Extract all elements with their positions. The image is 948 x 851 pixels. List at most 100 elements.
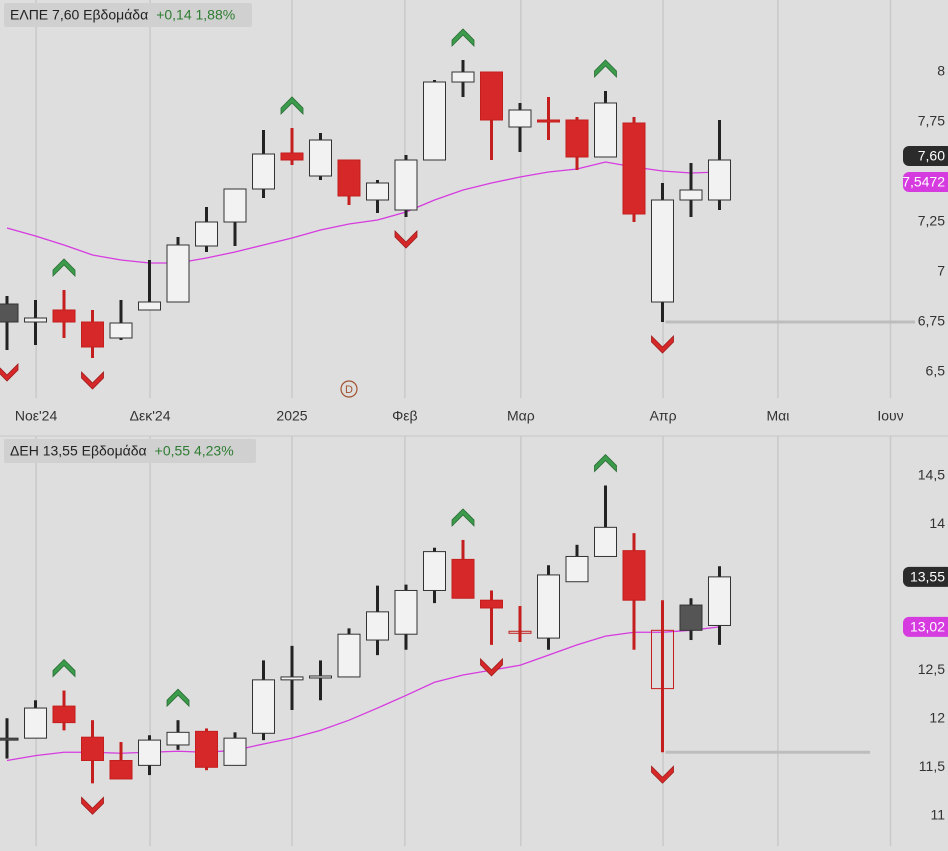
candle-body bbox=[109, 322, 133, 339]
candle-body bbox=[309, 675, 333, 679]
candle-body bbox=[366, 611, 390, 641]
y-tick-label: 12,5 bbox=[918, 661, 945, 677]
signal-down bbox=[81, 371, 104, 390]
header-bg bbox=[4, 3, 252, 27]
candle-body bbox=[423, 81, 447, 161]
y-tick-label: 14,5 bbox=[918, 467, 945, 483]
candle-body bbox=[423, 551, 447, 591]
candle-body bbox=[707, 159, 731, 201]
header-change: +0,14 1,88% bbox=[156, 7, 235, 23]
candle-body bbox=[0, 737, 19, 741]
candle-body bbox=[309, 139, 333, 177]
candle-body bbox=[650, 199, 674, 303]
candle-body bbox=[280, 676, 304, 681]
signal-down bbox=[0, 363, 19, 382]
x-tick-label: 2025 bbox=[276, 408, 307, 424]
candle-body bbox=[81, 321, 105, 348]
header-title: ΕΛΠΕ 7,60 Εβδομάδα bbox=[10, 7, 148, 23]
candle-body bbox=[679, 604, 703, 631]
event-marker bbox=[340, 380, 358, 398]
price-tag: 7,60 bbox=[918, 148, 945, 164]
moving-average bbox=[6, 626, 720, 762]
y-tick-label: 7 bbox=[937, 263, 945, 279]
candle-body bbox=[24, 707, 48, 739]
candle-body bbox=[337, 633, 361, 678]
candle-body bbox=[451, 558, 475, 599]
ma-tag-bg bbox=[903, 616, 948, 637]
candle-body bbox=[394, 159, 418, 211]
signal-down bbox=[394, 230, 418, 249]
candle-body bbox=[252, 679, 276, 734]
candle-body bbox=[166, 731, 190, 746]
y-tick-label: 12 bbox=[929, 709, 945, 725]
candle-body bbox=[679, 189, 703, 201]
x-tick-label: Απρ bbox=[650, 408, 677, 424]
candle-body bbox=[650, 629, 674, 690]
signal-up bbox=[451, 28, 475, 47]
price-tag: 13,55 bbox=[910, 569, 945, 585]
y-tick-label: 6,75 bbox=[918, 313, 945, 329]
price-tag-bg bbox=[903, 146, 948, 166]
candle-body bbox=[223, 737, 247, 766]
signal-down bbox=[651, 765, 674, 784]
candle-body bbox=[451, 71, 475, 83]
header-title: ΔΕΗ 13,55 Εβδομάδα bbox=[10, 443, 147, 459]
candle-body bbox=[52, 705, 76, 724]
candle-body bbox=[565, 119, 589, 158]
header-change: +0,55 4,23% bbox=[155, 443, 234, 459]
signal-up bbox=[52, 658, 76, 678]
signal-up bbox=[166, 688, 190, 708]
candle-body bbox=[622, 122, 646, 215]
y-tick-label: 6,5 bbox=[926, 363, 946, 379]
candle-body bbox=[508, 109, 532, 128]
candle-body bbox=[138, 301, 162, 311]
candle-body bbox=[0, 303, 19, 323]
candle-body bbox=[138, 739, 162, 766]
candle-body bbox=[394, 589, 418, 635]
candle-body bbox=[223, 188, 247, 223]
ma-tag: 13,02 bbox=[910, 619, 945, 635]
candle-body bbox=[195, 221, 219, 247]
candle-body bbox=[52, 309, 76, 323]
candle-body bbox=[195, 730, 219, 768]
candle-body bbox=[536, 119, 560, 123]
candle-body bbox=[81, 736, 105, 762]
x-tick-label: Φεβ bbox=[392, 408, 417, 424]
candle-body bbox=[508, 630, 532, 634]
event-label: D bbox=[345, 384, 353, 396]
signal-down bbox=[651, 335, 674, 354]
candle-body bbox=[622, 550, 646, 601]
moving-average bbox=[6, 161, 720, 264]
signal-up bbox=[594, 453, 617, 473]
signal-down bbox=[480, 657, 503, 677]
candle-body bbox=[280, 152, 304, 161]
signal-up bbox=[451, 508, 475, 527]
price-tag-bg bbox=[903, 566, 948, 587]
signal-up bbox=[52, 258, 76, 277]
candle-body bbox=[24, 317, 48, 323]
x-tick-label: Μαρ bbox=[507, 408, 535, 424]
candle-body bbox=[252, 153, 276, 190]
candle-body bbox=[109, 760, 133, 780]
y-tick-label: 11 bbox=[930, 807, 945, 823]
candle-body bbox=[565, 555, 589, 583]
candle-body bbox=[593, 526, 617, 557]
candle-body bbox=[366, 182, 390, 201]
candle-body bbox=[479, 599, 503, 609]
x-tick-label: Ιουν bbox=[877, 408, 903, 424]
header-bg bbox=[4, 439, 256, 463]
candle-body bbox=[166, 244, 190, 303]
ma-tag: 7,5472 bbox=[902, 174, 945, 190]
signal-up bbox=[594, 59, 617, 78]
y-tick-label: 11,5 bbox=[919, 758, 945, 774]
signal-up bbox=[280, 96, 304, 115]
candle-body bbox=[593, 102, 617, 158]
y-tick-label: 7,75 bbox=[918, 113, 945, 129]
y-tick-label: 7,25 bbox=[918, 213, 945, 229]
candle-body bbox=[707, 576, 731, 626]
ma-tag-bg bbox=[903, 172, 948, 192]
candle-body bbox=[479, 71, 503, 121]
x-tick-label: Νοε'24 bbox=[15, 408, 58, 424]
